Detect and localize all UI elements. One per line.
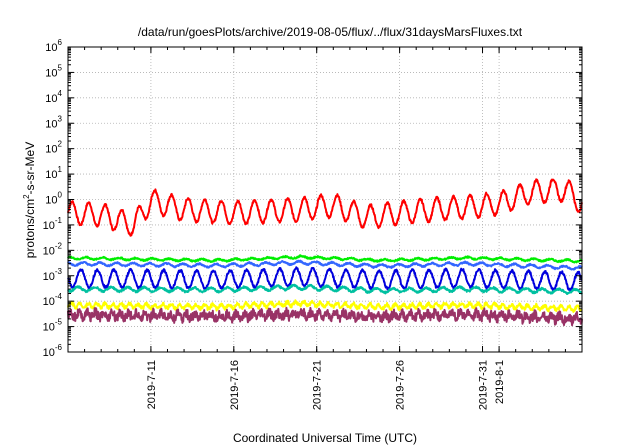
y-tick-label: 102 <box>45 140 62 156</box>
y-tick-label: 106 <box>45 38 62 54</box>
x-tick-label: 2019-7-11 <box>146 360 158 409</box>
chart-title: /data/run/goesPlots/archive/2019-08-05/f… <box>138 25 523 39</box>
series-line <box>67 266 583 292</box>
x-tick-label: 2019-7-16 <box>229 360 241 410</box>
x-tick-label: 2019-7-26 <box>395 360 407 410</box>
y-tick-label: 10-2 <box>43 241 63 257</box>
y-tick-label: 10-5 <box>43 318 63 334</box>
series-line <box>67 299 583 313</box>
x-axis-ticks: 2019-7-11 2019-7-16 2019-7-21 2019-7-26 2019… <box>67 47 583 410</box>
y-tick-label: 10-3 <box>43 267 63 283</box>
series-line <box>67 254 583 264</box>
x-tick-label: 2019-8-1 <box>494 360 506 404</box>
y-tick-label: 100 <box>45 191 62 207</box>
x-tick-label: 2019-7-31 <box>478 360 490 410</box>
x-tick-label: 2019-7-21 <box>312 360 324 410</box>
series-line <box>67 178 583 237</box>
series-line <box>67 283 583 295</box>
y-axis-ticks: 10-6 10-5 10-4 10-3 10-2 10-1 100 101 102 103 104 1… <box>43 38 582 359</box>
y-tick-label: 10-1 <box>43 216 63 232</box>
x-axis-label: Coordinated Universal Time (UTC) <box>233 431 417 445</box>
y-tick-label: 105 <box>45 63 62 79</box>
y-tick-label: 10-6 <box>43 343 63 359</box>
y-tick-label: 10-4 <box>43 292 63 308</box>
plot-frame <box>67 46 583 353</box>
series-layer <box>67 178 583 327</box>
y-tick-label: 101 <box>45 165 62 181</box>
y-axis-label: protons/cm2-s-sr-MeV <box>22 142 37 258</box>
series-line <box>67 306 583 327</box>
series-line <box>67 259 583 271</box>
y-tick-label: 103 <box>45 114 62 130</box>
y-tick-label: 104 <box>45 89 62 105</box>
